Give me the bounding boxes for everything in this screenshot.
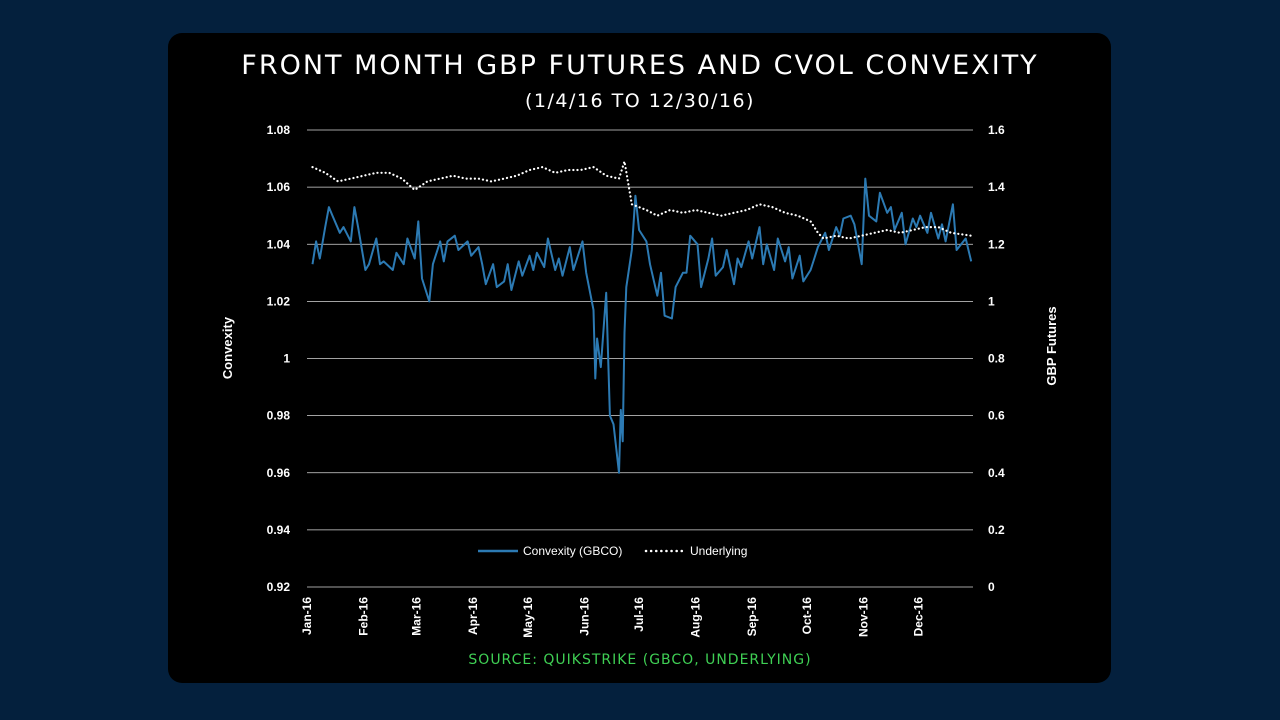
x-tick-label: Feb-16: [357, 597, 371, 636]
y-right-tick-label: 1.2: [988, 237, 1005, 251]
x-tick-label: Jan-16: [300, 597, 314, 635]
chart-title: FRONT MONTH GBP FUTURES AND CVOL CONVEXI…: [241, 50, 1039, 81]
y-right-tick-label: 1.6: [988, 123, 1005, 137]
y-left-tick-label: 0.98: [267, 409, 291, 423]
chart-subtitle: (1/4/16 TO 12/30/16): [525, 90, 755, 112]
x-tick-label: Oct-16: [800, 597, 814, 635]
y-left-tick-label: 1.02: [267, 294, 291, 308]
convexity-series: [311, 177, 973, 474]
y-left-axis-title: Convexity: [220, 316, 235, 379]
y-left-tick-label: 0.96: [267, 466, 291, 480]
y-left-tick-label: 1.08: [267, 123, 291, 137]
y-right-tick-label: 0.2: [988, 523, 1005, 537]
chart-card: [168, 33, 1111, 683]
y-right-tick-label: 0.6: [988, 409, 1005, 423]
x-tick-label: Aug-16: [689, 597, 703, 638]
y-left-tick-label: 1.06: [267, 180, 291, 194]
x-tick-label: May-16: [521, 597, 535, 638]
y-right-tick-label: 1.4: [988, 180, 1005, 194]
y-right-axis-title: GBP Futures: [1044, 306, 1059, 385]
convexity-line: [311, 177, 973, 474]
x-tick-label: Jun-16: [577, 597, 591, 636]
x-tick-label: Nov-16: [857, 597, 871, 637]
x-tick-label: Jul-16: [632, 597, 646, 632]
underlying-series: [311, 161, 973, 240]
legend: Convexity (GBCO) Underlying: [478, 544, 747, 558]
x-tick-label: Mar-16: [409, 597, 423, 636]
legend-label-underlying: Underlying: [690, 544, 747, 558]
underlying-line: [311, 161, 973, 240]
y-left-tick-label: 0.92: [267, 580, 291, 594]
x-tick-label: Sep-16: [745, 597, 759, 637]
y-left-tick-label: 1.04: [267, 237, 291, 251]
source-note: SOURCE: QUIKSTRIKE (GBCO, UNDERLYING): [468, 652, 812, 668]
y-left-tick-label: 1: [283, 352, 290, 366]
x-tick-label: Apr-16: [466, 597, 480, 635]
x-tick-label: Dec-16: [911, 597, 925, 637]
y-left-tick-label: 0.94: [267, 523, 291, 537]
y-right-tick-label: 0.4: [988, 466, 1005, 480]
y-right-tick-label: 1: [988, 294, 995, 308]
y-right-tick-label: 0.8: [988, 352, 1005, 366]
y-right-tick-label: 0: [988, 580, 995, 594]
legend-label-convexity: Convexity (GBCO): [523, 544, 622, 558]
